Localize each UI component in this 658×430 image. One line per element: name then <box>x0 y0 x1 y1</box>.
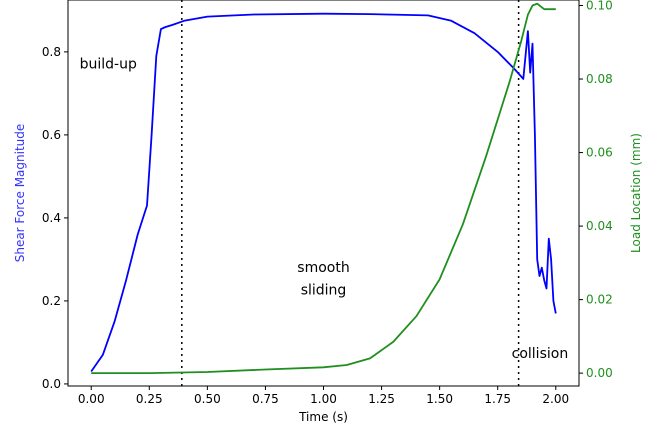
right-y-tick-label: 0.04 <box>586 219 613 233</box>
shear-series-line <box>90 12 557 373</box>
x-tick-label: 0.00 <box>78 392 105 406</box>
left-y-tick-label: 0.4 <box>42 211 61 225</box>
left-y-tick-label: 0.6 <box>42 128 61 142</box>
annotation-text: collision <box>512 346 569 362</box>
x-tick-label: 1.25 <box>368 392 395 406</box>
left-y-tick-label: 0.8 <box>42 45 61 59</box>
plot-area: build-up smooth sliding collision <box>80 0 569 386</box>
right-y-tick-label: 0.02 <box>586 293 613 307</box>
x-tick-label: 0.25 <box>136 392 163 406</box>
x-tick-label: 1.50 <box>426 392 453 406</box>
x-tick-label: 0.50 <box>194 392 221 406</box>
right-y-tick-label: 0.06 <box>586 146 613 160</box>
left-y-tick-label: 0.0 <box>42 377 61 391</box>
annotation-text: sliding <box>301 283 347 299</box>
left-y-axis-label: Shear Force Magnitude <box>13 124 27 263</box>
x-axis-label: Time (s) <box>298 410 348 424</box>
left-y-tick-label: 0.2 <box>42 294 61 308</box>
right-y-tick-label: 0.10 <box>586 0 613 13</box>
annotation-text: build-up <box>80 56 137 72</box>
x-tick-label: 1.75 <box>484 392 511 406</box>
load-series-line <box>91 2 556 375</box>
right-y-tick-label: 0.00 <box>586 366 613 380</box>
annotation-text: smooth <box>297 260 349 276</box>
x-tick-label: 0.75 <box>252 392 279 406</box>
right-y-axis-label: Load Location (mm) <box>629 133 643 253</box>
right-y-tick-label: 0.08 <box>586 72 613 86</box>
x-tick-label: 2.00 <box>542 392 569 406</box>
axes: 0.00 0.25 0.50 0.75 1.00 1.25 1.50 1.75 2.000.00… <box>42 0 613 406</box>
x-tick-label: 1.00 <box>310 392 337 406</box>
